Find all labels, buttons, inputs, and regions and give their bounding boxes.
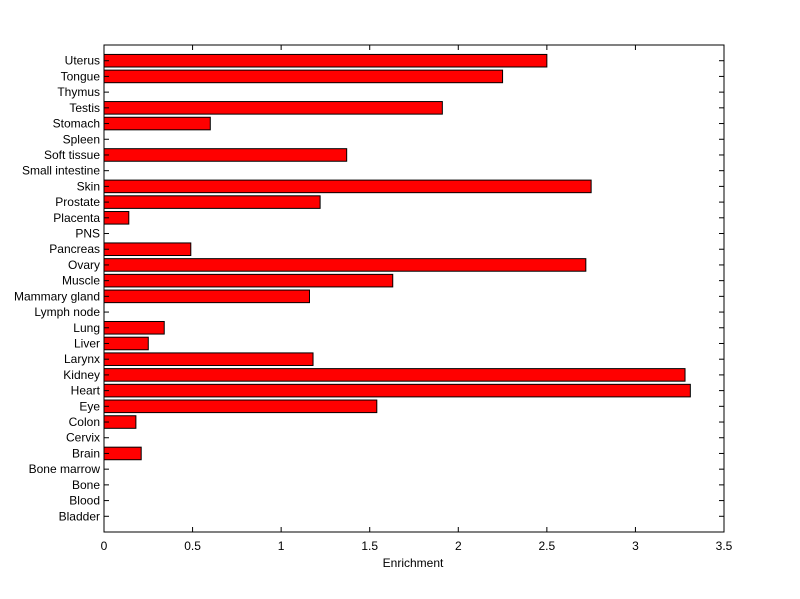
category-label: Skin [77, 179, 100, 193]
bar [103, 352, 314, 366]
category-label: Bladder [59, 509, 100, 523]
category-label: Placenta [53, 211, 100, 225]
x-tick-label: 2.5 [539, 539, 556, 553]
bar [103, 446, 142, 461]
category-label: Lymph node [34, 305, 100, 319]
bar [103, 242, 192, 257]
category-label: Soft tissue [44, 148, 100, 162]
category-label: Thymus [57, 85, 100, 99]
category-label: Small intestine [22, 164, 100, 178]
bar [103, 195, 321, 209]
category-label: Heart [71, 384, 101, 398]
bar [103, 383, 691, 398]
bar [103, 148, 348, 162]
bar [103, 320, 165, 335]
x-tick-label: 3 [632, 539, 639, 553]
bar [103, 179, 592, 194]
bar [103, 399, 378, 414]
bar [103, 101, 443, 115]
category-label: Mammary gland [14, 289, 100, 303]
x-tick-label: 1 [278, 539, 285, 553]
x-tick-label: 0.5 [184, 539, 201, 553]
x-tick-labels-group: 0 0.5 1 1.5 2 2.5 3 3.5 [101, 539, 733, 553]
category-label: Spleen [63, 132, 100, 146]
plot-frame [103, 44, 725, 533]
x-tick-label: 3.5 [716, 539, 733, 553]
x-tick-label: 2 [455, 539, 462, 553]
category-label: Bone [72, 478, 100, 492]
bar [103, 368, 686, 382]
category-label: Larynx [64, 352, 100, 366]
category-label: PNS [75, 227, 100, 241]
category-label: Liver [74, 336, 100, 350]
category-label: Colon [69, 415, 100, 429]
category-label: Stomach [53, 117, 100, 131]
category-label: Lung [73, 321, 100, 335]
category-label: Tongue [61, 69, 101, 83]
category-label: Bone marrow [29, 462, 101, 476]
category-label: Eye [79, 399, 100, 413]
bar [103, 258, 587, 272]
x-tick-label: 0 [101, 539, 108, 553]
category-label: Cervix [66, 431, 100, 445]
category-label: Uterus [65, 54, 100, 68]
x-axis-title: Enrichment [383, 556, 444, 570]
category-label: Muscle [62, 274, 100, 288]
category-label: Brain [72, 446, 100, 460]
bar [103, 336, 149, 351]
bar [103, 289, 310, 304]
bar [103, 116, 211, 131]
bar [103, 53, 548, 68]
bar [103, 273, 394, 288]
category-label: Prostate [55, 195, 100, 209]
category-label: Kidney [63, 368, 100, 382]
category-label: Blood [69, 494, 100, 508]
x-tick-label: 1.5 [361, 539, 378, 553]
category-label: Testis [69, 101, 100, 115]
category-label: Ovary [68, 258, 100, 272]
category-label: Pancreas [49, 242, 100, 256]
bar [103, 69, 504, 84]
